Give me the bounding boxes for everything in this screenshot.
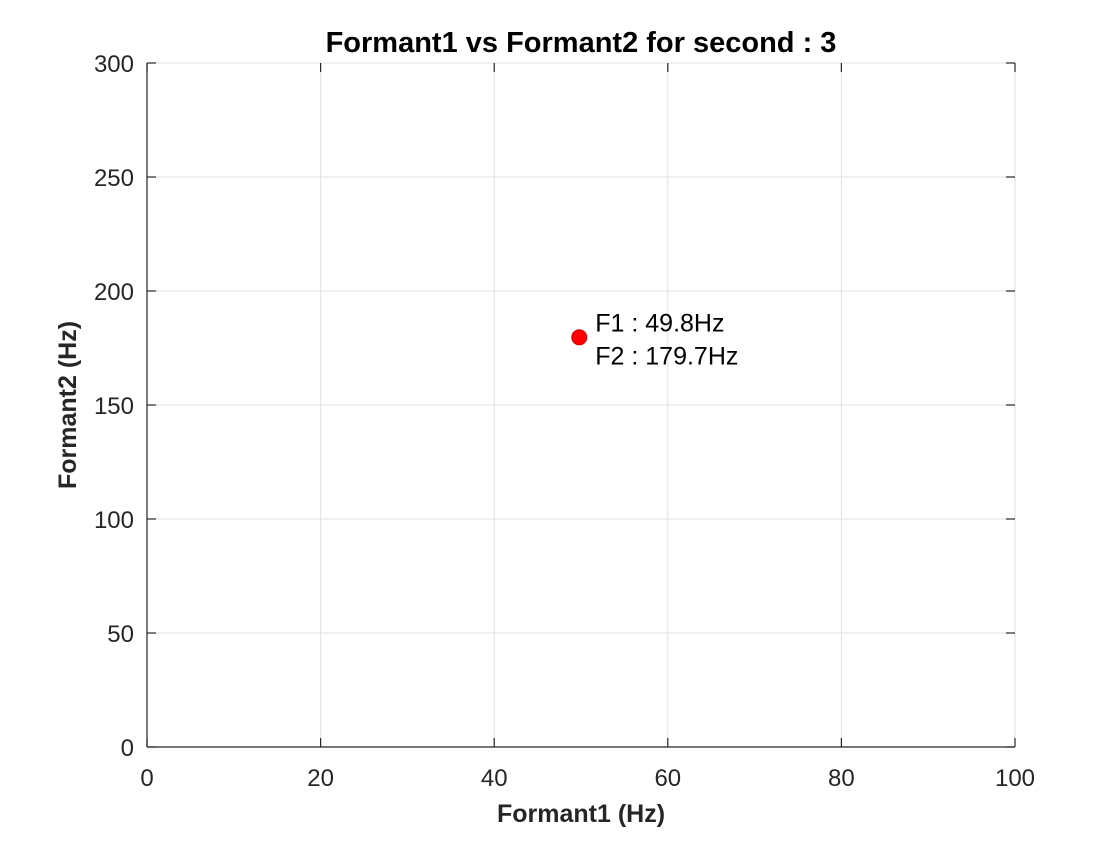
- y-axis-label: Formant2 (Hz): [54, 321, 82, 489]
- y-tick-label: 0: [121, 735, 134, 762]
- y-tick-label: 150: [94, 393, 134, 420]
- x-tick-label: 20: [307, 765, 334, 792]
- x-tick-label: 100: [995, 765, 1035, 792]
- tick-labels: 0 20 40 60 80 100 0 50 100 150 200 250 300: [94, 51, 1035, 792]
- grid-lines: [146, 62, 1016, 748]
- axes: [146, 62, 1016, 748]
- x-tick-label: 40: [481, 765, 508, 792]
- chart-title: Formant1 vs Formant2 for second : 3: [326, 27, 837, 59]
- y-tick-label: 250: [94, 165, 134, 192]
- data-point: [571, 329, 588, 346]
- y-tick-label: 50: [107, 621, 134, 648]
- data-point-label: F1 : 49.8Hz: [595, 309, 724, 337]
- x-tick-label: 60: [654, 765, 681, 792]
- data-points: F1 : 49.8Hz F2 : 179.7Hz: [571, 309, 738, 370]
- x-tick-label: 80: [828, 765, 855, 792]
- y-tick-label: 100: [94, 507, 134, 534]
- x-axis-label: Formant1 (Hz): [497, 800, 665, 828]
- y-tick-label: 200: [94, 279, 134, 306]
- y-tick-label: 300: [94, 51, 134, 78]
- data-point-label: F2 : 179.7Hz: [595, 342, 738, 370]
- x-tick-label: 0: [140, 765, 153, 792]
